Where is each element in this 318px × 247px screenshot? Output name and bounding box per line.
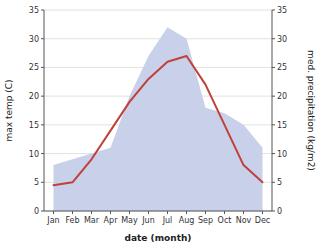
x-tick-label: Jun	[141, 216, 155, 225]
grid-line	[44, 10, 272, 11]
x-tick-label: Mar	[84, 216, 100, 225]
y-tick	[41, 182, 44, 183]
x-tick	[224, 211, 225, 214]
temp-line	[54, 56, 263, 185]
plot-area	[54, 27, 263, 211]
precip-area	[54, 27, 263, 211]
y2-axis-label: med. precipitation (kg/m2)	[306, 50, 316, 171]
y2-tick-label: 35	[277, 6, 287, 15]
tick-labels: 0 5 10 15 20 25 30 35 0 5 10 15 20 25 30 35 Jan Feb Mar Apr…	[29, 6, 287, 225]
y2-tick	[272, 153, 275, 154]
y2-tick-label: 15	[277, 121, 287, 130]
y-tick-label: 15	[29, 121, 39, 130]
x-tick	[129, 211, 130, 214]
x-tick-label: Jan	[46, 216, 59, 225]
y-tick-label: 25	[29, 63, 39, 72]
y-tick-label: 0	[34, 207, 39, 216]
x-tick-label: Nov	[236, 216, 252, 225]
x-tick	[72, 211, 73, 214]
y2-axis-line	[272, 10, 273, 211]
x-tick	[167, 211, 168, 214]
grid-line	[44, 211, 272, 212]
x-tick	[91, 211, 92, 214]
y-tick-label: 35	[29, 6, 39, 15]
y-tick	[41, 96, 44, 97]
x-tick-label: Apr	[104, 216, 119, 225]
grid	[44, 10, 272, 211]
x-tick-label: Feb	[65, 216, 79, 225]
y2-tick-label: 30	[277, 35, 287, 44]
x-tick	[186, 211, 187, 214]
y2-tick-label: 10	[277, 150, 287, 159]
x-tick	[205, 211, 206, 214]
x-tick	[243, 211, 244, 214]
x-tick-label: Jul	[162, 216, 173, 225]
y2-tick	[272, 124, 275, 125]
y2-tick	[272, 67, 275, 68]
y2-tick-label: 25	[277, 63, 287, 72]
y-tick-label: 20	[29, 92, 39, 101]
y2-tick	[272, 96, 275, 97]
y2-tick-label: 20	[277, 92, 287, 101]
x-tick-label: Oct	[218, 216, 232, 225]
x-tick-label: Aug	[179, 216, 195, 225]
x-tick-label: Dec	[255, 216, 270, 225]
y-tick	[41, 10, 44, 11]
y-tick	[41, 38, 44, 39]
y-tick-label: 10	[29, 150, 39, 159]
y2-tick	[272, 182, 275, 183]
y2-tick	[272, 38, 275, 39]
y-tick	[41, 153, 44, 154]
chart: 0 5 10 15 20 25 30 35 0 5 10 15 20 25 30 35 Jan Feb Mar Apr…	[0, 0, 318, 247]
x-tick	[53, 211, 54, 214]
axes	[44, 10, 272, 211]
y-tick	[41, 67, 44, 68]
y-tick-label: 30	[29, 35, 39, 44]
y-tick	[41, 124, 44, 125]
y-axis-line	[44, 10, 45, 211]
x-tick	[110, 211, 111, 214]
y2-tick	[272, 211, 275, 212]
grid-line	[44, 38, 272, 39]
x-axis-line	[44, 211, 272, 212]
x-tick-label: Sep	[198, 216, 213, 225]
x-tick-label: May	[121, 216, 138, 225]
x-tick	[262, 211, 263, 214]
y2-tick	[272, 10, 275, 11]
y-tick	[41, 211, 44, 212]
y-tick-label: 5	[34, 178, 39, 187]
y2-tick-label: 5	[277, 178, 282, 187]
y2-tick-label: 0	[277, 207, 282, 216]
y-axis-label: max temp (C)	[4, 79, 14, 141]
axis-labels: date (month) max temp (C) med. precipitati…	[4, 50, 316, 243]
x-axis-label: date (month)	[125, 233, 192, 243]
x-tick	[148, 211, 149, 214]
